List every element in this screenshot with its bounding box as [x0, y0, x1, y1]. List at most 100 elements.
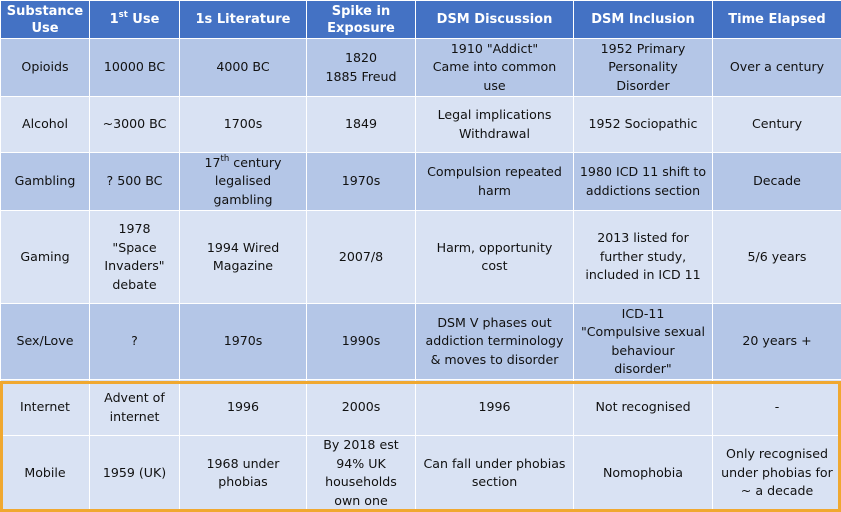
cell-text: Withdrawal: [419, 125, 570, 144]
cell-text: 17th century: [183, 154, 303, 173]
cell-text: Gambling: [4, 172, 86, 191]
cell-text: section: [419, 473, 570, 492]
cell-text: 2000s: [310, 398, 412, 417]
cell-text: Magazine: [183, 257, 303, 276]
cell-text: cost: [419, 257, 570, 276]
cell-text: "Space: [93, 239, 176, 258]
table-cell: 2000s: [307, 380, 416, 436]
cell-text: under phobias for: [716, 464, 838, 483]
cell-text: Internet: [4, 398, 86, 417]
cell-text: debate: [93, 276, 176, 295]
table-cell: Alcohol: [1, 97, 90, 153]
cell-text: 1700s: [183, 115, 303, 134]
cell-text: Disorder: [577, 77, 709, 96]
cell-text: 1970s: [310, 172, 412, 191]
cell-text: Not recognised: [577, 398, 709, 417]
cell-text: addictions section: [577, 182, 709, 201]
table-cell: 2007/8: [307, 211, 416, 304]
cell-text: Personality: [577, 58, 709, 77]
cell-text: Opioids: [4, 58, 86, 77]
table-cell: Decade: [713, 153, 841, 211]
cell-text: Nomophobia: [577, 464, 709, 483]
cell-text: -: [716, 398, 838, 417]
table-cell: 1952 Sociopathic: [574, 97, 713, 153]
table-cell: 20 years +: [713, 304, 841, 380]
table-cell: 5/6 years: [713, 211, 841, 304]
table-cell: 10000 BC: [90, 39, 180, 97]
cell-text: gambling: [183, 191, 303, 210]
table-cell: Internet: [1, 380, 90, 436]
table-cell: 1996: [416, 380, 574, 436]
cell-text: own one: [310, 492, 412, 511]
cell-text: 94% UK: [310, 455, 412, 474]
cell-text: Advent of: [93, 389, 176, 408]
table-cell: 1700s: [180, 97, 307, 153]
cell-text: 1996: [419, 398, 570, 417]
cell-text: 1990s: [310, 332, 412, 351]
table-cell: Gaming: [1, 211, 90, 304]
cell-text: ICD-11: [577, 305, 709, 324]
cell-text: 1820: [310, 49, 412, 68]
cell-text: "Compulsive sexual: [577, 323, 709, 342]
cell-text: 1996: [183, 398, 303, 417]
cell-text: & moves to disorder: [419, 351, 570, 370]
cell-text: Decade: [716, 172, 838, 191]
cell-text: Harm, opportunity: [419, 239, 570, 258]
cell-text: 4000 BC: [183, 58, 303, 77]
table-cell: -: [713, 380, 841, 436]
cell-text: use: [419, 77, 570, 96]
table-cell: 1849: [307, 97, 416, 153]
cell-text: 1978: [93, 220, 176, 239]
cell-text: Mobile: [4, 464, 86, 483]
cell-text: Came into common: [419, 58, 570, 77]
cell-text: 1910 "Addict": [419, 40, 570, 59]
cell-text: Alcohol: [4, 115, 86, 134]
table-cell: Opioids: [1, 39, 90, 97]
table-cell: Gambling: [1, 153, 90, 211]
cell-text: ? 500 BC: [93, 172, 176, 191]
cell-text: Only recognised: [716, 445, 838, 464]
table-cell: 1996: [180, 380, 307, 436]
cell-text: addiction terminology: [419, 332, 570, 351]
header-time-elapsed: Time Elapsed: [713, 1, 841, 39]
cell-text: 1885 Freud: [310, 68, 412, 87]
table-cell: ? 500 BC: [90, 153, 180, 211]
table-cell: 1970s: [180, 304, 307, 380]
cell-text: further study,: [577, 248, 709, 267]
table-cell: Century: [713, 97, 841, 153]
cell-text: Over a century: [716, 58, 838, 77]
table-cell: 1990s: [307, 304, 416, 380]
header-first-literature: 1s Literature: [180, 1, 307, 39]
cell-text: 20 years +: [716, 332, 838, 351]
cell-text: Can fall under phobias: [419, 455, 570, 474]
cell-text: behaviour: [577, 342, 709, 361]
table-cell: ~3000 BC: [90, 97, 180, 153]
table-cell: 4000 BC: [180, 39, 307, 97]
table-cell: Mobile: [1, 436, 90, 511]
cell-text: legalised: [183, 172, 303, 191]
cell-text: ~3000 BC: [93, 115, 176, 134]
cell-text: By 2018 est: [310, 436, 412, 455]
cell-text: 1959 (UK): [93, 464, 176, 483]
header-spike-in-exposure: Spike in Exposure: [307, 1, 416, 39]
table-cell: Nomophobia: [574, 436, 713, 511]
table-cell: Sex/Love: [1, 304, 90, 380]
